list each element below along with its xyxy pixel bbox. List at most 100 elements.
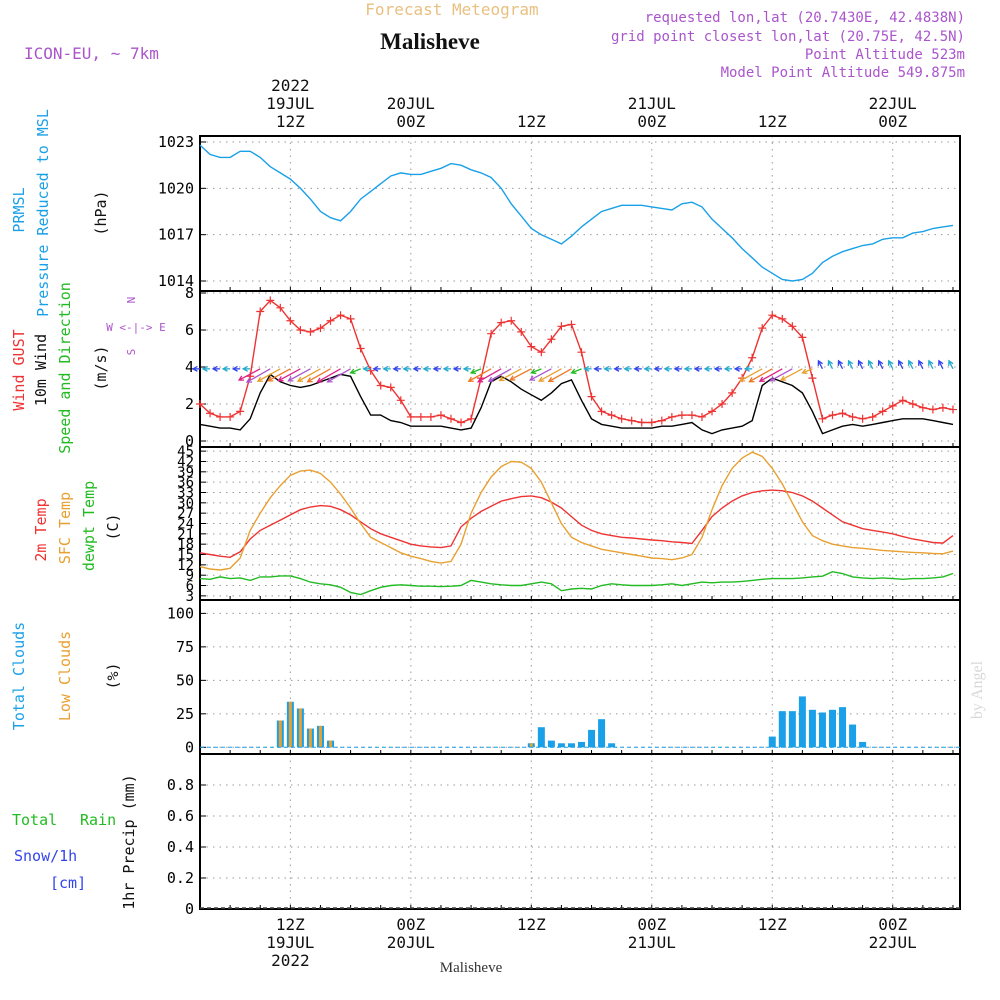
wind-arrow-head xyxy=(487,376,494,382)
gust-marker xyxy=(336,311,345,320)
gust-marker xyxy=(828,411,837,420)
gust-marker xyxy=(356,344,365,353)
wind-arrow-head xyxy=(663,365,670,372)
gust-marker xyxy=(597,407,606,416)
wind-arrow-head xyxy=(382,365,389,372)
time-axis-label: 12Z xyxy=(517,112,546,131)
wind-arrow-head xyxy=(547,376,554,383)
wind-arrow-head xyxy=(211,365,218,372)
pressure-unit: (hPa) xyxy=(92,190,110,235)
time-axis-label: 20JUL xyxy=(387,94,435,113)
gust-marker xyxy=(286,316,295,325)
wind-10m-label: 10m Wind xyxy=(32,334,50,406)
precipitation-ytick-label: 0.8 xyxy=(167,776,194,794)
wind-arrow xyxy=(759,368,783,382)
wind-arrow-head xyxy=(673,365,680,372)
wind-unit: (m/s) xyxy=(92,345,110,390)
gust-marker xyxy=(206,409,215,418)
wind-ytick-label: 2 xyxy=(185,395,194,413)
wind-arrow-head xyxy=(857,359,864,366)
low-clouds-bar xyxy=(278,720,282,748)
precip-snow-label: Snow/1h xyxy=(14,847,77,865)
temperature-ytick-label: 15 xyxy=(177,548,194,564)
wind-arrow-head xyxy=(583,365,590,372)
time-axis-label: 2022 xyxy=(271,951,310,970)
wind-arrow-head xyxy=(296,376,304,382)
wind-arrow-head xyxy=(907,359,914,366)
temperature-ytick-label: 6 xyxy=(186,579,194,595)
wind-arrow xyxy=(770,368,793,382)
total-clouds-label: Total Clouds xyxy=(10,622,28,730)
low-clouds-bar xyxy=(329,740,333,748)
model-altitude: Model Point Altitude 549.875m xyxy=(721,65,965,81)
precipitation-panel: 0 0.2 0.4 0.6 0.8 xyxy=(167,753,961,918)
wind-arrow xyxy=(297,368,321,382)
wind-arrow xyxy=(888,360,894,370)
wind-arrow-head xyxy=(462,365,469,372)
wind-arrow-head xyxy=(867,359,874,366)
gust-marker xyxy=(497,318,506,327)
gust-marker xyxy=(838,409,847,418)
gust-marker xyxy=(918,403,927,412)
wind-arrow xyxy=(571,368,582,374)
wind-arrow-head xyxy=(723,365,730,372)
wind-arrow-head xyxy=(897,359,904,366)
gust-marker xyxy=(457,418,466,427)
wind-arrow-head xyxy=(837,359,844,366)
gust-marker xyxy=(647,418,656,427)
gust-marker xyxy=(607,411,616,420)
wind-arrow xyxy=(317,368,341,383)
time-axis-label: 21JUL xyxy=(628,933,676,952)
wind-arrow xyxy=(868,360,874,370)
gust-marker xyxy=(216,412,225,421)
wind-arrow xyxy=(928,360,934,370)
clouds-ytick-label: 100 xyxy=(167,604,194,622)
wind-arrow xyxy=(827,360,834,370)
gust-marker xyxy=(748,353,757,362)
compass-we: W <-|-> E xyxy=(106,321,166,334)
total-clouds-bar xyxy=(778,711,786,748)
time-axis-label: 20JUL xyxy=(387,933,435,952)
clouds-unit: (%) xyxy=(104,662,122,689)
total-clouds-bar xyxy=(547,740,555,748)
wind-arrow xyxy=(878,360,884,370)
wind-arrow-head xyxy=(758,376,765,382)
wind-arrow-head xyxy=(256,376,263,382)
wind-arrow-head xyxy=(231,365,238,372)
wind-panel: 0 2 4 6 8 xyxy=(185,284,961,450)
wind-arrow-head xyxy=(733,365,740,372)
temp2m-label: 2m Temp xyxy=(32,498,50,561)
pressure-ytick-label: 1023 xyxy=(158,133,194,151)
wind-arrow-head xyxy=(467,376,474,382)
gust-marker xyxy=(416,412,425,421)
wind-arrow-head xyxy=(316,377,323,383)
wind-arrow-head xyxy=(509,375,516,381)
wind-arrow xyxy=(350,368,361,374)
wind-arrow-head xyxy=(349,368,356,375)
wind-arrow-head xyxy=(402,365,409,372)
temp-unit: (C) xyxy=(104,513,122,540)
wind-arrow-head xyxy=(528,375,536,381)
sfc-temp-line xyxy=(199,451,954,571)
gust-marker xyxy=(386,383,395,392)
gust-marker xyxy=(908,400,917,408)
wind-arrow-head xyxy=(887,359,894,366)
precipitation-ytick-label: 0.2 xyxy=(167,869,194,887)
low-clouds-bar xyxy=(288,701,292,748)
temperature-ytick-label: 27 xyxy=(177,506,194,522)
wind-arrow xyxy=(749,368,773,383)
wind-arrow-head xyxy=(452,365,459,372)
wind-arrow-head xyxy=(201,365,208,372)
temperature-ytick-label: 3 xyxy=(186,589,194,605)
low-clouds-bar xyxy=(308,728,312,748)
gust-marker xyxy=(236,407,245,416)
wind-arrow xyxy=(531,368,542,374)
requested-coords: requested lon,lat (20.7430E, 42.4838N) xyxy=(645,10,965,26)
wind-arrow-head xyxy=(593,365,600,372)
total-clouds-bar xyxy=(839,707,847,748)
gust-marker xyxy=(266,296,275,305)
wind-arrow-head xyxy=(530,368,537,375)
pressure-label-1: PRMSL xyxy=(10,187,28,232)
temperature-ytick-label: 9 xyxy=(186,568,194,584)
